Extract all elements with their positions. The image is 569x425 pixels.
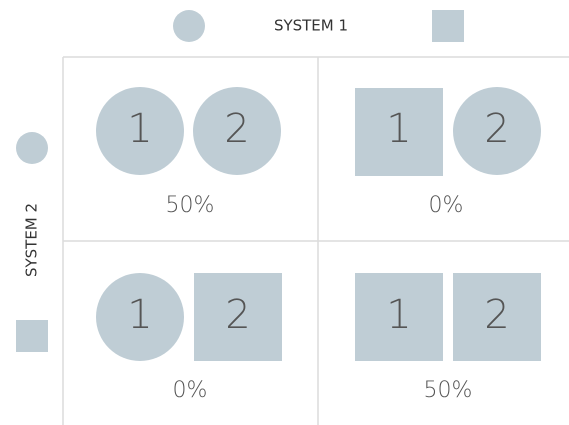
circle-icon [16, 132, 48, 164]
item-label: 2 [225, 292, 250, 338]
share-label: 50% [424, 378, 473, 403]
circle [193, 87, 281, 175]
item-label: 2 [224, 106, 249, 152]
system-2-title: SYSTEM 2 [23, 203, 41, 277]
share-label: 0% [429, 193, 464, 218]
square [194, 273, 282, 361]
square-icon [432, 10, 464, 42]
item-label: 1 [127, 106, 152, 152]
square-icon [16, 320, 48, 352]
square [355, 273, 443, 361]
item-label: 1 [386, 106, 411, 152]
circle-icon [173, 10, 205, 42]
item-label: 2 [484, 292, 509, 338]
system-1-title: SYSTEM 1 [274, 17, 348, 35]
item-label: 2 [484, 106, 509, 152]
circle [96, 87, 184, 175]
circle [96, 273, 184, 361]
circle [453, 87, 541, 175]
share-label: 50% [166, 193, 215, 218]
item-label: 1 [127, 292, 152, 338]
item-label: 1 [386, 292, 411, 338]
square [453, 273, 541, 361]
share-label: 0% [173, 378, 208, 403]
square [355, 88, 443, 176]
